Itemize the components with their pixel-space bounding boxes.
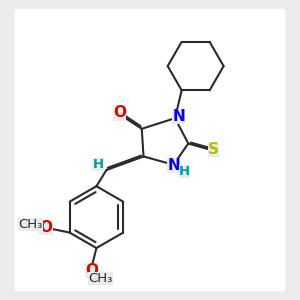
Text: O: O bbox=[40, 220, 52, 235]
FancyBboxPatch shape bbox=[15, 9, 285, 291]
Text: O: O bbox=[113, 105, 126, 120]
Text: CH₃: CH₃ bbox=[88, 272, 113, 285]
Text: O: O bbox=[85, 263, 98, 278]
Text: S: S bbox=[208, 142, 219, 157]
Text: N: N bbox=[167, 158, 180, 173]
Text: H: H bbox=[93, 158, 104, 171]
Text: N: N bbox=[172, 109, 185, 124]
Text: CH₃: CH₃ bbox=[18, 218, 42, 231]
Text: H: H bbox=[179, 165, 190, 178]
